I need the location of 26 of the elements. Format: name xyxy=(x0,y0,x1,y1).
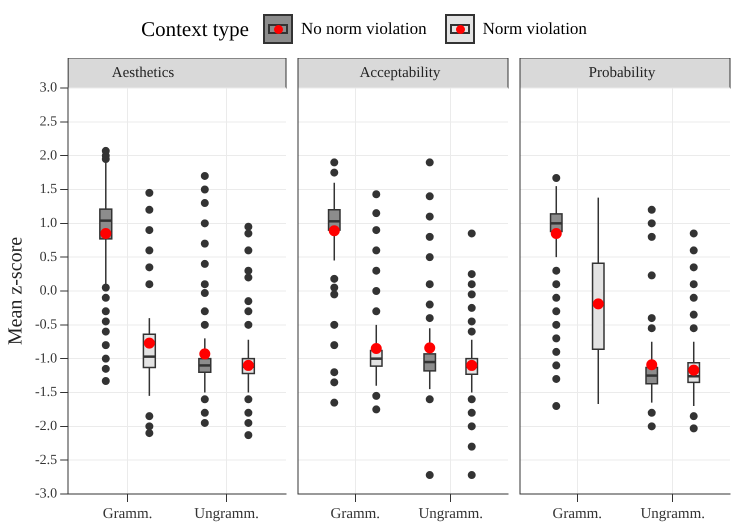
y-tick-label: 0.0 xyxy=(40,284,58,299)
legend-label: Norm violation xyxy=(482,19,587,39)
chart-title: Acceptability xyxy=(360,64,441,81)
y-tick-label: 3.0 xyxy=(40,80,58,96)
x-tick-label: Ungramm. xyxy=(640,506,706,522)
x-tick-label: Ungramm. xyxy=(194,506,259,522)
y-tick-label: -1.0 xyxy=(34,351,58,366)
y-tick-label: -1.5 xyxy=(34,385,58,400)
legend-label: No norm violation xyxy=(300,19,427,39)
y-tick-label: 2.0 xyxy=(40,148,58,164)
y-tick-label: -3.0 xyxy=(34,486,58,502)
y-axis-title: Mean z-score xyxy=(4,236,26,346)
y-tick-label: 1.0 xyxy=(40,216,58,232)
legend-title: Context type xyxy=(141,16,249,42)
x-tick-label: Gramm. xyxy=(552,506,602,522)
x-tick-label: Gramm. xyxy=(102,506,152,522)
x-tick-label: Ungramm. xyxy=(418,506,484,522)
y-tick-label: -2.5 xyxy=(34,452,58,468)
chart-title: Probability xyxy=(588,64,656,81)
y-tick-label: 2.5 xyxy=(40,114,58,130)
x-tick-label: Gramm. xyxy=(330,506,380,522)
y-tick-label: -0.5 xyxy=(34,318,58,333)
y-tick-label: -2.0 xyxy=(34,419,58,434)
chart-title: Aesthetics xyxy=(112,64,174,81)
y-tick-label: 1.5 xyxy=(40,182,58,198)
y-tick-label: 0.5 xyxy=(40,250,58,265)
